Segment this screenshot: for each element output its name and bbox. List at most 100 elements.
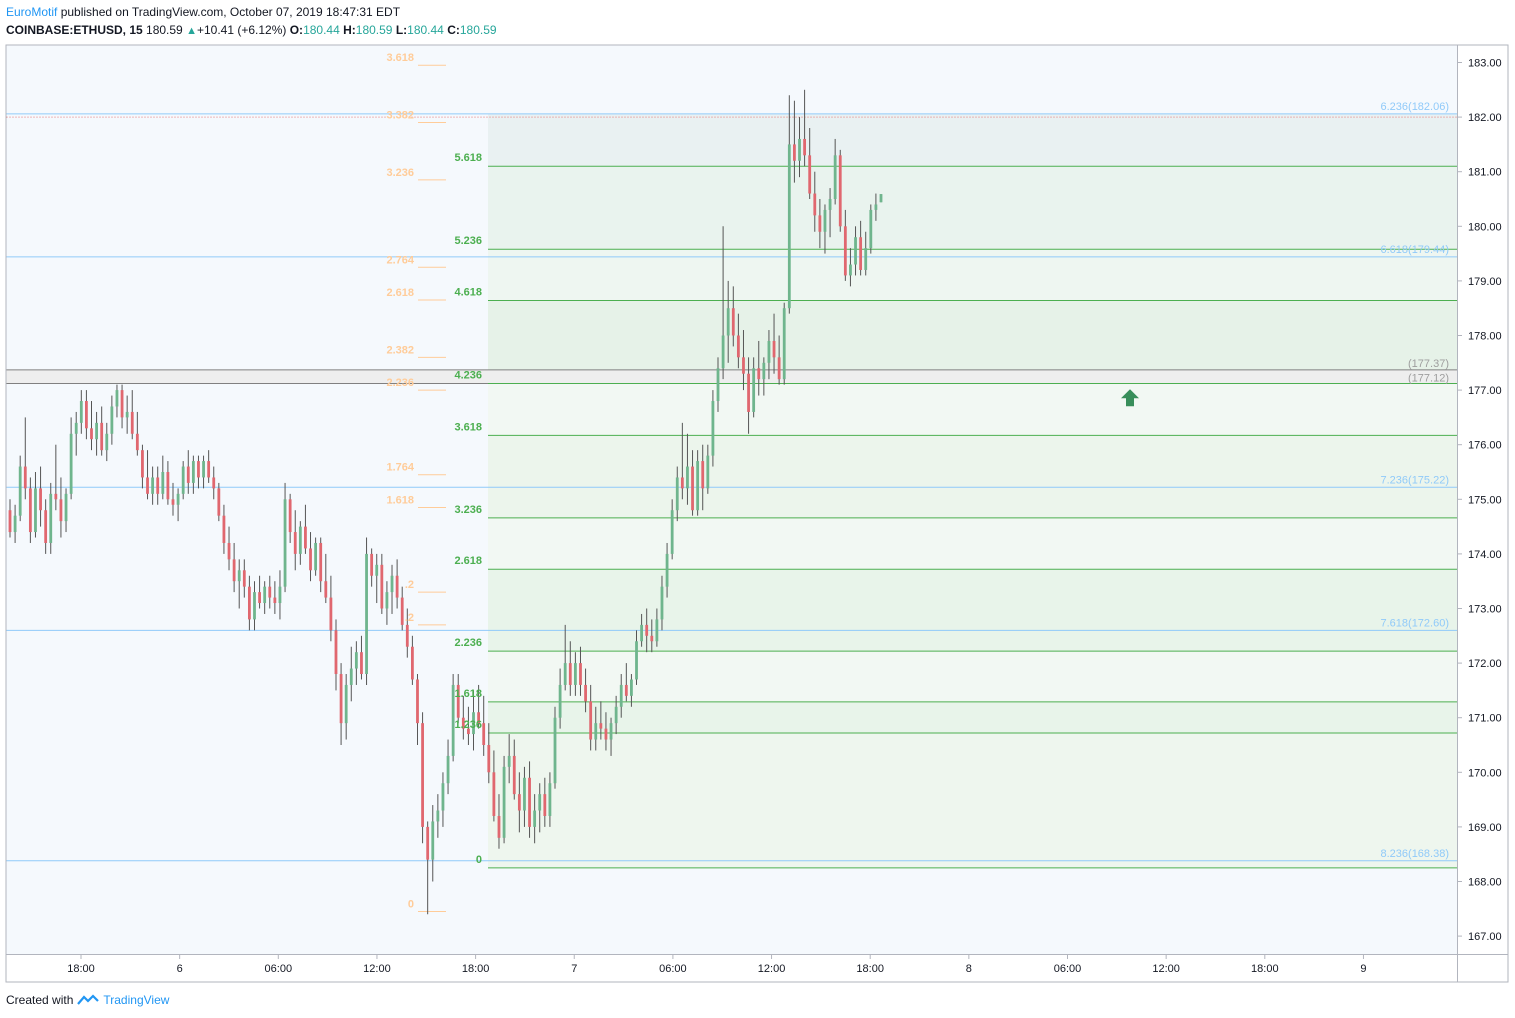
candle-down (838, 155, 842, 227)
y-axis-label: 174.00 (1468, 549, 1502, 561)
candle-down (120, 390, 124, 418)
fib-extension-label: 7.236(175.22) (1381, 474, 1450, 486)
candle-up (115, 390, 119, 407)
candle-up (665, 553, 669, 587)
candle-down (793, 144, 796, 161)
candle-up (253, 592, 256, 620)
candle-up (706, 455, 710, 489)
fib-extension-label: 6.236(182.06) (1381, 101, 1450, 113)
candle-down (242, 570, 246, 587)
candle-down (410, 646, 414, 680)
candle-down (360, 652, 363, 675)
candle-up (151, 477, 155, 494)
y-axis-label: 168.00 (1468, 877, 1502, 889)
fib-level-label: 3.236 (454, 504, 482, 516)
candle-down (171, 499, 175, 505)
candle-down (579, 663, 582, 685)
candle-down (100, 422, 104, 451)
candle-down (482, 723, 486, 745)
candle-down (599, 723, 603, 729)
candle-up (110, 406, 114, 434)
author-link[interactable]: EuroMotif (6, 5, 58, 19)
candle-down (757, 368, 761, 380)
x-axis-label: 6 (177, 963, 183, 975)
candle-up (451, 684, 455, 756)
candle-up (49, 493, 53, 543)
y-axis-label: 167.00 (1468, 931, 1502, 943)
candle-down (645, 624, 649, 636)
y-axis-label: 172.00 (1468, 658, 1502, 670)
x-axis-label: 12:00 (363, 963, 391, 975)
candle-up (365, 553, 368, 675)
last-price: 180.59 (146, 23, 183, 37)
candle-down (456, 684, 460, 718)
candle-up (79, 401, 83, 423)
candle-down (135, 433, 139, 451)
y-axis-label: 169.00 (1468, 822, 1502, 834)
fib-zone-fill (488, 114, 1457, 167)
candle-down (691, 466, 694, 511)
symbol-name: COINBASE:ETHUSD, 15 (6, 23, 143, 37)
fib-orange-label: 2.618 (386, 287, 414, 299)
fib-zone-fill (488, 383, 1457, 436)
candle-down (528, 777, 531, 827)
candle-up (696, 461, 700, 511)
candle-down (146, 477, 149, 494)
candle-up (854, 237, 857, 265)
candle-up (762, 362, 766, 380)
candle-down (400, 597, 404, 625)
candle-down (141, 450, 144, 478)
fib-level-label: 4.236 (454, 370, 482, 382)
y-axis-label: 178.00 (1468, 331, 1502, 343)
y-axis-label: 171.00 (1468, 713, 1502, 725)
candle-down (293, 532, 297, 554)
candle-down (156, 477, 160, 494)
candle-up (69, 433, 73, 494)
candle-down (487, 745, 491, 773)
candle-down (39, 488, 42, 511)
candle-up (619, 684, 623, 707)
candle-down (461, 717, 465, 729)
open-label: O: (289, 23, 304, 37)
resistance-label: (177.12) (1408, 373, 1449, 385)
candle-down (543, 794, 547, 816)
candle-up (18, 466, 22, 516)
candle-up (344, 684, 348, 724)
candle-down (512, 755, 516, 795)
y-axis-label: 176.00 (1468, 440, 1502, 452)
candle-down (217, 488, 221, 516)
low-label: L: (395, 23, 408, 37)
tradingview-brand[interactable]: TradingView (103, 993, 170, 1007)
candle-up (523, 777, 526, 811)
x-axis-label: 06:00 (1054, 963, 1082, 975)
candle-up (594, 723, 598, 740)
candle-down (497, 815, 501, 838)
fib-zone-fill (488, 569, 1457, 652)
candle-down (584, 684, 587, 702)
publish-info: EuroMotif published on TradingView.com, … (6, 5, 400, 19)
fib-extension-label: 6.618(179.44) (1381, 244, 1450, 256)
candle-up (686, 466, 689, 489)
candle-up (472, 712, 475, 735)
fib-zone-fill (488, 732, 1457, 868)
candle-down (227, 542, 231, 560)
published-text: published on TradingView.com, October 07… (60, 5, 401, 19)
tradingview-logo-icon (77, 994, 100, 1005)
high-label: H: (343, 23, 356, 37)
footer: Created with TradingView (6, 993, 169, 1007)
candle-down (568, 663, 572, 685)
candle-down (273, 597, 277, 604)
candle-down (818, 215, 822, 232)
candle-up (375, 564, 379, 576)
candle-down (517, 794, 521, 811)
price-chart[interactable]: 6.236(182.06) 6.618(179.44) 7.236(175.22) 7… (0, 0, 1515, 990)
y-axis-label: 183.00 (1468, 58, 1502, 70)
y-axis-label: 181.00 (1468, 167, 1502, 179)
candle-up (711, 401, 715, 456)
y-axis-label: 182.00 (1468, 112, 1502, 124)
candle-down (334, 630, 338, 675)
candle-up (237, 570, 241, 582)
y-axis-label: 173.00 (1468, 604, 1502, 616)
candle-up (436, 810, 440, 822)
candle-up (609, 723, 613, 740)
